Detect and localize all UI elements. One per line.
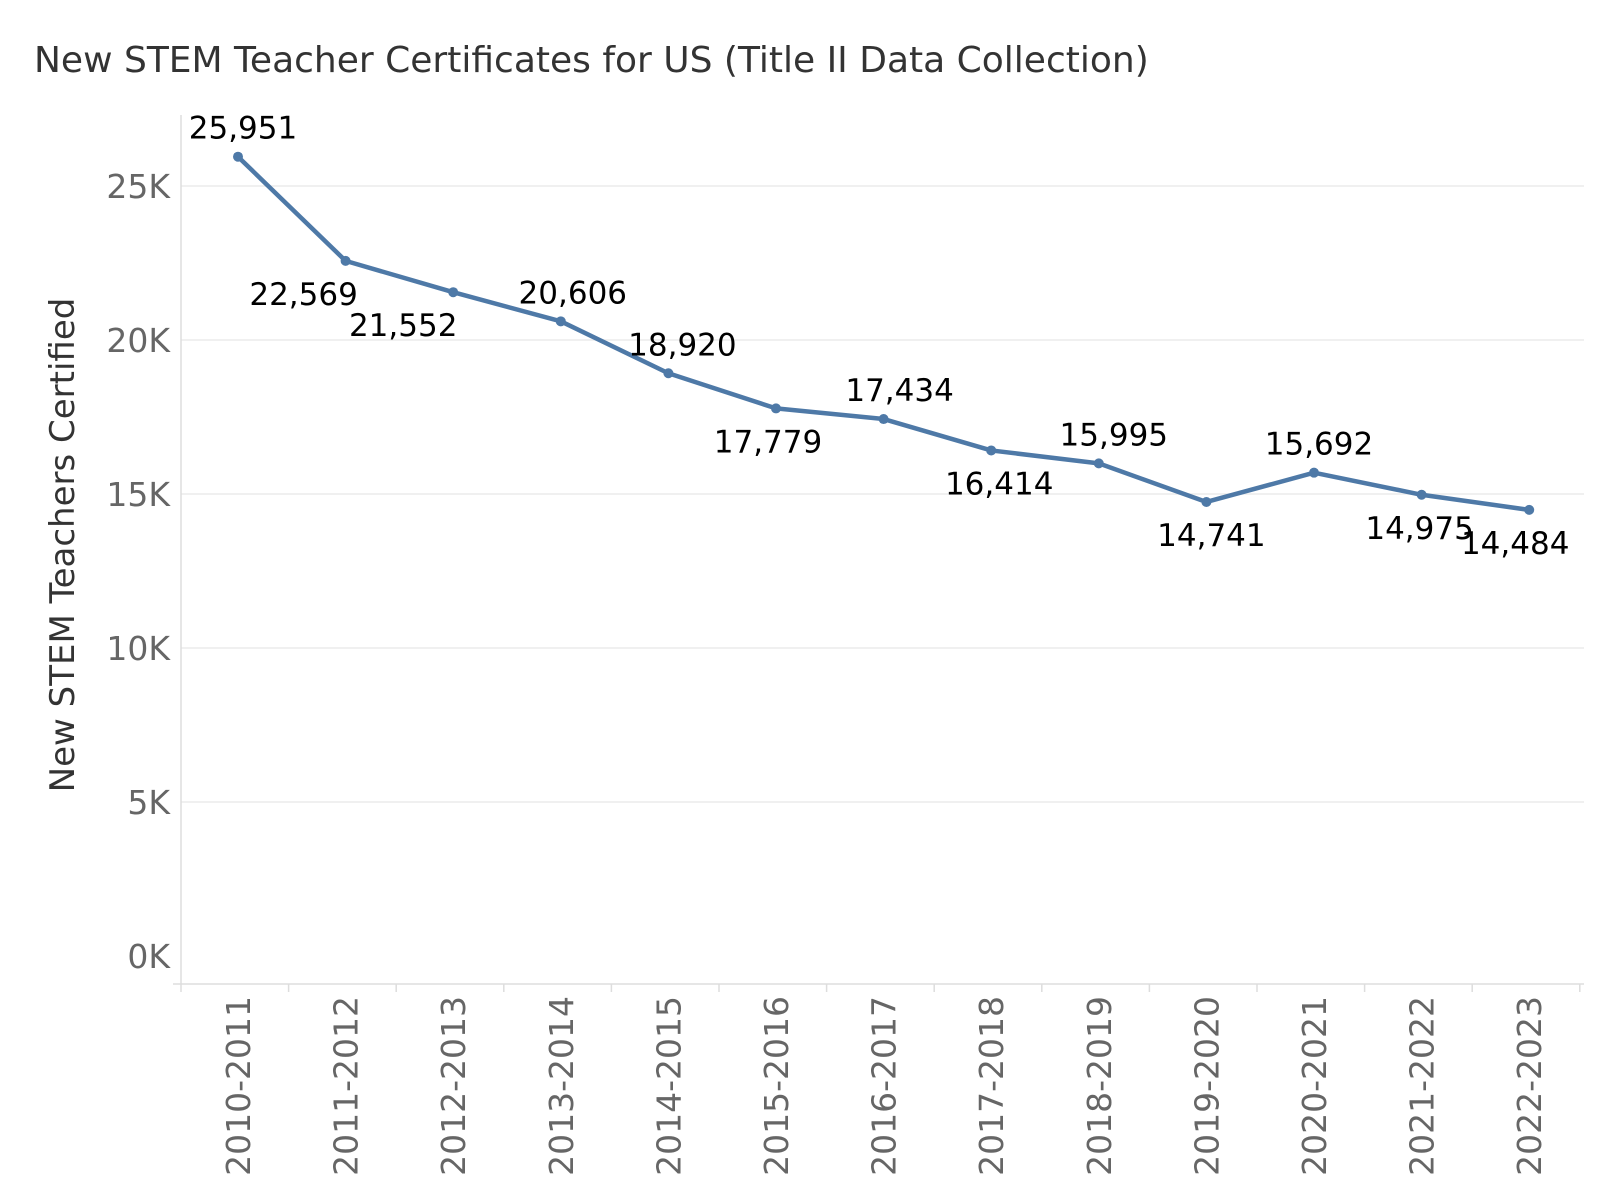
x-tick-label: 2018-2019 — [1080, 996, 1119, 1176]
data-point — [448, 287, 459, 298]
data-label: 16,414 — [945, 466, 1053, 502]
y-tick-label: 25K — [106, 167, 171, 206]
x-tick-label: 2014-2015 — [649, 996, 688, 1176]
data-point — [340, 255, 351, 266]
x-tick-label: 2017-2018 — [972, 996, 1011, 1176]
x-tick-label: 2022-2023 — [1510, 996, 1549, 1176]
x-tick-label: 2021-2022 — [1403, 996, 1442, 1176]
y-tick-label: 10K — [106, 629, 171, 668]
x-tick-label: 2013-2014 — [542, 996, 581, 1176]
x-tick-label: 2010-2011 — [219, 996, 258, 1176]
data-point — [555, 316, 566, 327]
data-label: 14,741 — [1157, 518, 1265, 554]
data-label: 17,434 — [845, 373, 953, 409]
data-point — [986, 445, 997, 456]
data-label: 14,484 — [1461, 526, 1569, 562]
y-tick-label: 15K — [106, 475, 171, 514]
data-point — [663, 368, 674, 379]
x-tick-label: 2019-2020 — [1187, 996, 1226, 1176]
data-point — [233, 151, 243, 162]
chart-title: New STEM Teacher Certificates for US (Ti… — [34, 40, 1149, 81]
data-point — [1524, 504, 1535, 515]
y-tick-label: 20K — [106, 321, 171, 360]
data-points — [233, 151, 1535, 515]
data-point — [1309, 467, 1319, 478]
x-tick-label: 2015-2016 — [757, 996, 796, 1176]
data-point — [1416, 489, 1427, 500]
data-label: 22,569 — [249, 277, 357, 313]
data-point — [1201, 496, 1212, 507]
x-tick-label: 2016-2017 — [865, 996, 904, 1176]
data-label: 17,779 — [714, 424, 822, 460]
x-tick-label: 2011-2012 — [327, 996, 366, 1176]
data-label: 21,552 — [349, 308, 457, 344]
x-axis-ticks: 2010-2011 2011-2012 2012-2013 2013-2014 2014… — [219, 996, 1549, 1176]
axes — [173, 115, 1584, 992]
gridlines — [181, 185, 1584, 803]
data-label: 18,920 — [628, 327, 736, 363]
y-tick-label: 5K — [127, 783, 171, 822]
data-label: 14,975 — [1365, 511, 1473, 547]
data-label: 20,606 — [519, 275, 627, 311]
y-axis-ticks: 0K 5K 10K 15K 20K 25K — [106, 167, 171, 976]
x-tick-label: 2012-2013 — [434, 996, 473, 1176]
y-axis-title: New STEM Teachers Certified — [43, 298, 83, 793]
x-tick-label: 2020-2021 — [1295, 996, 1334, 1176]
data-point — [771, 403, 781, 414]
data-label: 15,995 — [1060, 417, 1168, 453]
data-label: 15,692 — [1265, 427, 1373, 463]
data-label: 25,951 — [189, 111, 297, 147]
data-point — [1093, 458, 1104, 469]
data-point — [878, 414, 889, 425]
y-tick-label: 0K — [127, 937, 171, 976]
